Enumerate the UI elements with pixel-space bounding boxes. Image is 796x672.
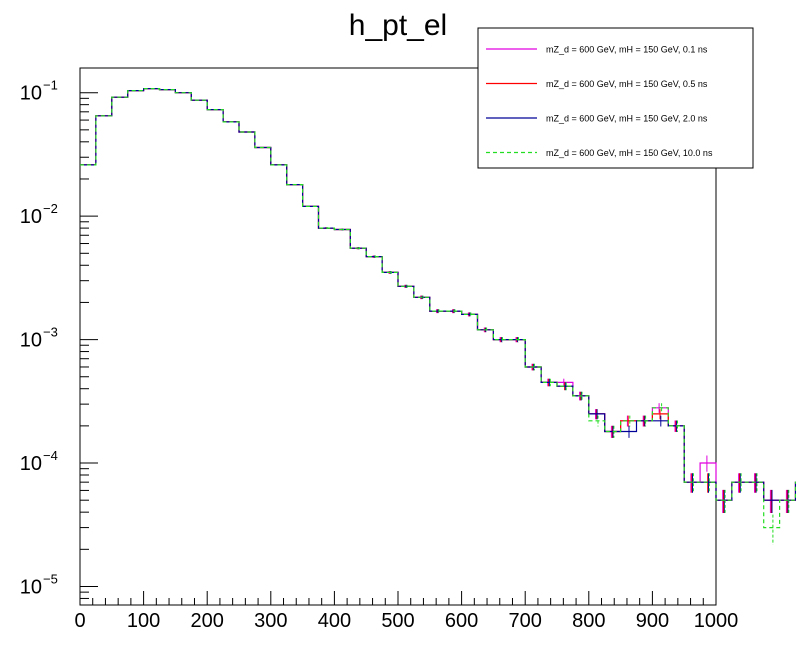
legend-label-0: mZ_d = 600 GeV, mH = 150 GeV, 0.1 ns bbox=[546, 45, 708, 55]
x-tick-label-100: 100 bbox=[127, 610, 160, 632]
y-tick-exponent-4: −5 bbox=[43, 571, 58, 586]
y-tick-label-0: 10 bbox=[20, 83, 42, 105]
x-tick-label-900: 900 bbox=[636, 610, 669, 632]
legend-label-3: mZ_d = 600 GeV, mH = 150 GeV, 10.0 ns bbox=[546, 148, 713, 158]
legend-box bbox=[477, 27, 754, 169]
y-tick-label-2: 10 bbox=[20, 330, 42, 352]
x-tick-label-800: 800 bbox=[572, 610, 605, 632]
chart-title: h_pt_el bbox=[349, 9, 447, 42]
x-tick-label-1000: 1000 bbox=[694, 610, 739, 632]
legend-entries: mZ_d = 600 GeV, mH = 150 GeV, 0.1 ns mZ_d… bbox=[486, 45, 713, 158]
y-tick-label-1: 10 bbox=[20, 206, 42, 228]
y-tick-label-4: 10 bbox=[20, 576, 42, 598]
series-layer bbox=[80, 88, 796, 545]
x-tick-label-300: 300 bbox=[254, 610, 287, 632]
x-tick-label-200: 200 bbox=[191, 610, 224, 632]
x-tick-label-0: 0 bbox=[74, 610, 85, 632]
series-3 bbox=[80, 88, 796, 545]
legend: mZ_d = 600 GeV, mH = 150 GeV, 0.1 ns mZ_d… bbox=[477, 27, 754, 169]
x-tick-label-700: 700 bbox=[509, 610, 542, 632]
y-tick-label-3: 10 bbox=[20, 453, 42, 475]
x-tick-label-500: 500 bbox=[381, 610, 414, 632]
y-tick-exponent-3: −4 bbox=[43, 448, 58, 463]
y-tick-exponent-0: −1 bbox=[43, 78, 58, 93]
legend-label-2: mZ_d = 600 GeV, mH = 150 GeV, 2.0 ns bbox=[546, 114, 708, 124]
x-tick-label-600: 600 bbox=[445, 610, 478, 632]
legend-label-1: mZ_d = 600 GeV, mH = 150 GeV, 0.5 ns bbox=[546, 79, 708, 89]
x-axis: 0 100 200 300 400 500 600 700 800 900 1000 bbox=[74, 591, 738, 632]
x-tick-label-400: 400 bbox=[318, 610, 351, 632]
y-axis: 10−110−210−310−410−5 bbox=[20, 78, 98, 599]
y-tick-exponent-1: −2 bbox=[43, 201, 58, 216]
y-tick-exponent-2: −3 bbox=[43, 325, 58, 340]
